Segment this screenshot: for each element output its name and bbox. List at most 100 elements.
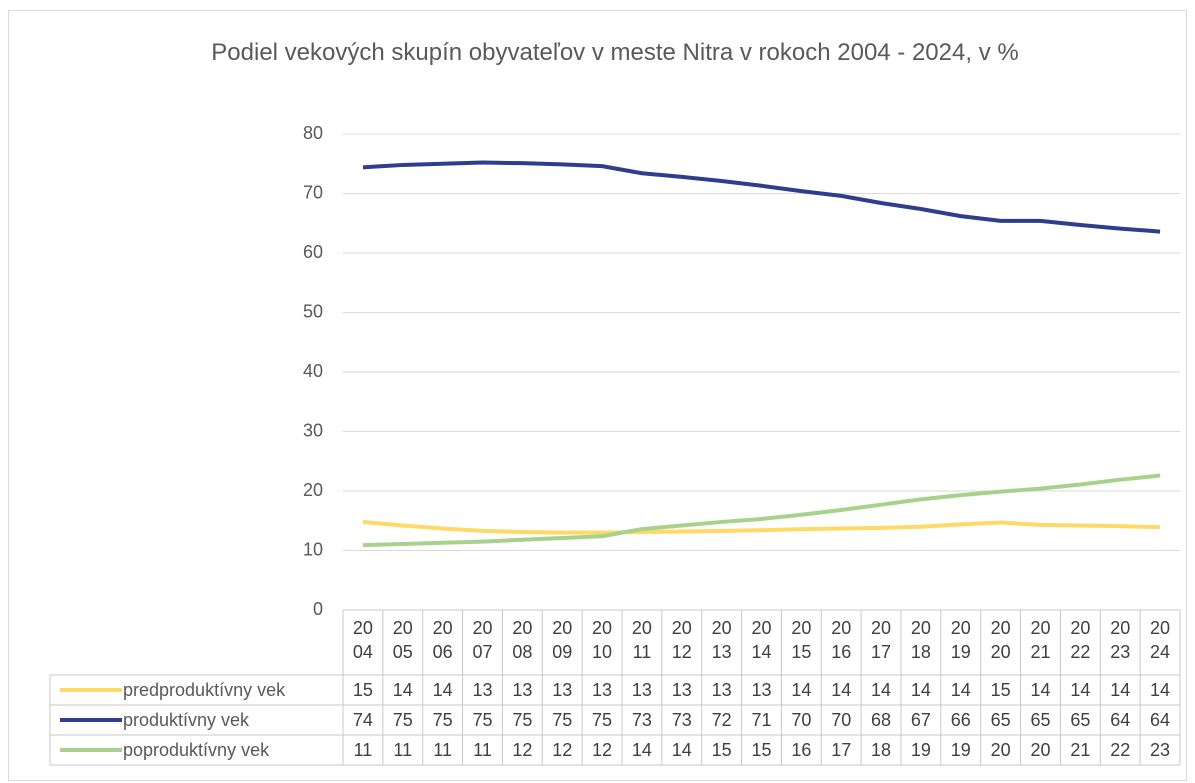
data-label: 14 [432, 680, 453, 700]
data-label: 70 [831, 710, 852, 730]
data-label: 64 [1110, 710, 1131, 730]
legend-label: predproduktívny vek [123, 680, 286, 700]
legend-label: poproduktívny vek [123, 740, 270, 760]
data-label: 66 [950, 710, 971, 730]
y-tick-label: 70 [303, 182, 323, 202]
data-label: 13 [711, 680, 732, 700]
data-label: 12 [512, 740, 533, 760]
data-label: 65 [990, 710, 1011, 730]
data-label: 11 [393, 740, 413, 760]
data-label: 75 [512, 710, 533, 730]
data-label: 11 [473, 740, 492, 760]
data-label: 73 [671, 710, 692, 730]
x-tick-label: 2008 [512, 618, 533, 662]
x-tick-label: 2021 [1030, 618, 1051, 662]
data-label: 72 [711, 710, 732, 730]
data-label: 74 [352, 710, 373, 730]
data-label: 73 [631, 710, 652, 730]
data-label: 11 [433, 740, 452, 760]
data-label: 18 [871, 740, 892, 760]
y-tick-label: 30 [303, 420, 323, 440]
y-tick-label: 0 [313, 599, 323, 619]
x-tick-label: 2005 [392, 618, 413, 662]
series-line [362, 473, 1161, 548]
data-label: 22 [1110, 740, 1131, 760]
data-label: 13 [631, 680, 652, 700]
data-label: 15 [990, 680, 1011, 700]
x-tick-label: 2018 [910, 618, 931, 662]
x-tick-label: 2013 [711, 618, 732, 662]
data-label: 75 [552, 710, 573, 730]
y-tick-label: 10 [303, 539, 323, 559]
data-label: 11 [353, 740, 373, 760]
x-tick-label: 2014 [751, 618, 772, 662]
data-label: 64 [1150, 710, 1171, 730]
data-label: 67 [910, 710, 931, 730]
data-label: 12 [552, 740, 573, 760]
x-tick-label: 2019 [950, 618, 971, 662]
data-label: 14 [910, 680, 931, 700]
x-tick-label: 2020 [990, 618, 1011, 662]
data-label: 14 [950, 680, 971, 700]
data-label: 21 [1070, 740, 1091, 760]
x-tick-label: 2016 [831, 618, 852, 662]
x-tick-label: 2023 [1110, 618, 1131, 662]
data-label: 15 [751, 740, 772, 760]
data-label: 19 [950, 740, 971, 760]
data-label: 15 [711, 740, 732, 760]
data-label: 13 [751, 680, 772, 700]
data-label: 14 [871, 680, 892, 700]
data-label: 68 [871, 710, 892, 730]
data-label: 65 [1070, 710, 1091, 730]
y-tick-label: 80 [303, 123, 323, 143]
x-tick-label: 2012 [671, 618, 692, 662]
data-label: 13 [592, 680, 613, 700]
data-label: 16 [791, 740, 812, 760]
x-tick-label: 2006 [432, 618, 453, 662]
data-label: 75 [472, 710, 493, 730]
data-label: 71 [751, 710, 772, 730]
data-label: 20 [990, 740, 1011, 760]
data-label: 65 [1030, 710, 1051, 730]
x-tick-label: 2011 [631, 618, 652, 662]
x-tick-label: 2007 [472, 618, 493, 662]
data-label: 17 [831, 740, 852, 760]
y-tick-label: 40 [303, 361, 323, 381]
data-label: 20 [1030, 740, 1051, 760]
data-label: 13 [552, 680, 573, 700]
data-label: 75 [392, 710, 413, 730]
data-label: 13 [472, 680, 493, 700]
data-label: 75 [432, 710, 453, 730]
data-label: 14 [671, 740, 692, 760]
data-label: 14 [1030, 680, 1051, 700]
data-label: 14 [1150, 680, 1171, 700]
data-label: 13 [512, 680, 533, 700]
y-tick-label: 50 [303, 301, 323, 321]
series-line [362, 160, 1161, 234]
x-tick-label: 2024 [1150, 618, 1171, 662]
y-tick-label: 60 [303, 242, 323, 262]
data-label: 23 [1150, 740, 1171, 760]
x-tick-label: 2015 [791, 618, 812, 662]
x-tick-label: 2009 [552, 618, 573, 662]
data-label: 14 [791, 680, 812, 700]
y-tick-label: 20 [303, 480, 323, 500]
data-label: 14 [1070, 680, 1091, 700]
x-tick-label: 2004 [352, 618, 373, 662]
chart-title: Podiel vekových skupín obyvateľov v mest… [211, 39, 1019, 66]
x-tick-label: 2017 [871, 618, 892, 662]
legend-label: produktívny vek [123, 710, 250, 730]
data-label: 12 [592, 740, 613, 760]
data-label: 14 [831, 680, 852, 700]
data-label: 19 [910, 740, 931, 760]
data-label: 14 [631, 740, 652, 760]
chart-border [8, 10, 1187, 781]
x-tick-label: 2010 [592, 618, 613, 662]
series-line [362, 519, 1161, 535]
data-label: 15 [352, 680, 373, 700]
x-tick-label: 2022 [1070, 618, 1091, 662]
data-label: 14 [1110, 680, 1131, 700]
data-label: 75 [592, 710, 613, 730]
